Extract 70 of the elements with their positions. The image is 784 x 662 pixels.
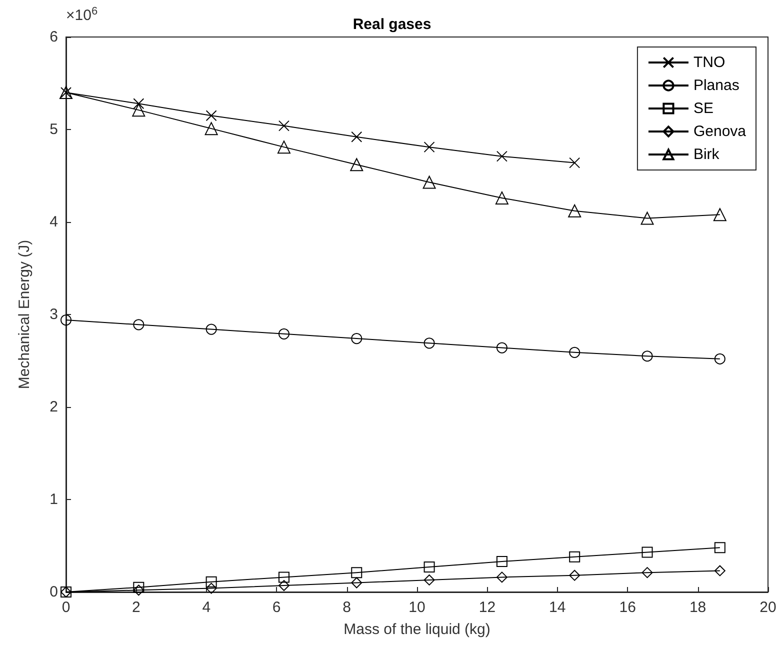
x-tick-label: 0: [62, 599, 70, 616]
chart-title: Real gases: [352, 16, 432, 33]
point: [204, 122, 218, 136]
x-tick-label: 20: [760, 599, 776, 616]
point: [496, 556, 508, 567]
y-tick-label: 5: [50, 121, 58, 138]
point: [424, 142, 435, 153]
y-tick-label: 6: [50, 28, 58, 46]
x-tick-label: 10: [408, 599, 426, 616]
x-axis-title: Mass of the liquid (kg): [344, 621, 490, 638]
point: [569, 346, 580, 358]
point: [640, 212, 654, 225]
point: [206, 110, 217, 122]
point: [569, 157, 580, 168]
point: [277, 140, 290, 154]
x-tick-label: 16: [619, 599, 636, 616]
point: [569, 551, 580, 562]
y-tick-label: 2: [50, 398, 58, 416]
x-tick-label: 14: [549, 599, 566, 616]
point: [133, 584, 144, 596]
y-tick-label: 3: [50, 306, 58, 323]
point: [132, 104, 146, 117]
point: [496, 150, 508, 162]
point: [422, 176, 436, 189]
point: [424, 338, 435, 349]
point: [206, 324, 217, 335]
point: [278, 120, 290, 132]
point: [206, 582, 217, 594]
point: [642, 350, 653, 362]
point: [714, 565, 726, 576]
x-tick-label: 6: [272, 599, 281, 616]
point: [133, 98, 144, 110]
point: [642, 567, 653, 578]
y-axis-title: Mechanical Energy (J): [16, 240, 33, 390]
point: [133, 582, 144, 593]
legend-label: Genova: [693, 123, 747, 140]
legend-label: TNO: [693, 54, 726, 71]
y-tick-label: 4: [50, 214, 58, 230]
point: [496, 342, 508, 354]
point: [60, 314, 72, 326]
y-tick-label: 1: [50, 491, 58, 508]
point: [569, 570, 580, 581]
point: [133, 319, 144, 330]
x-tick-label: 4: [202, 599, 211, 616]
point: [496, 572, 508, 583]
x-tick-label: 8: [342, 599, 351, 616]
point: [350, 158, 364, 172]
point: [714, 542, 726, 554]
point: [206, 576, 217, 588]
x-tick-label: 12: [478, 599, 496, 616]
point: [424, 562, 435, 573]
legend-label: SE: [693, 100, 714, 117]
point: [351, 567, 362, 578]
point: [424, 574, 435, 586]
x-tick-label: 2: [132, 599, 140, 616]
point: [278, 328, 290, 340]
point: [278, 580, 290, 592]
point: [351, 131, 362, 142]
legend-label: Birk: [693, 146, 720, 163]
point: [278, 572, 290, 583]
legend-label: Planas: [693, 77, 740, 94]
point: [351, 333, 362, 344]
point: [495, 191, 508, 204]
point: [713, 208, 726, 222]
point: [714, 353, 726, 364]
x-tick-label: 18: [689, 599, 706, 616]
point: [642, 546, 653, 558]
point: [351, 577, 362, 588]
point: [568, 204, 582, 218]
y-tick-label: 0: [50, 584, 58, 600]
